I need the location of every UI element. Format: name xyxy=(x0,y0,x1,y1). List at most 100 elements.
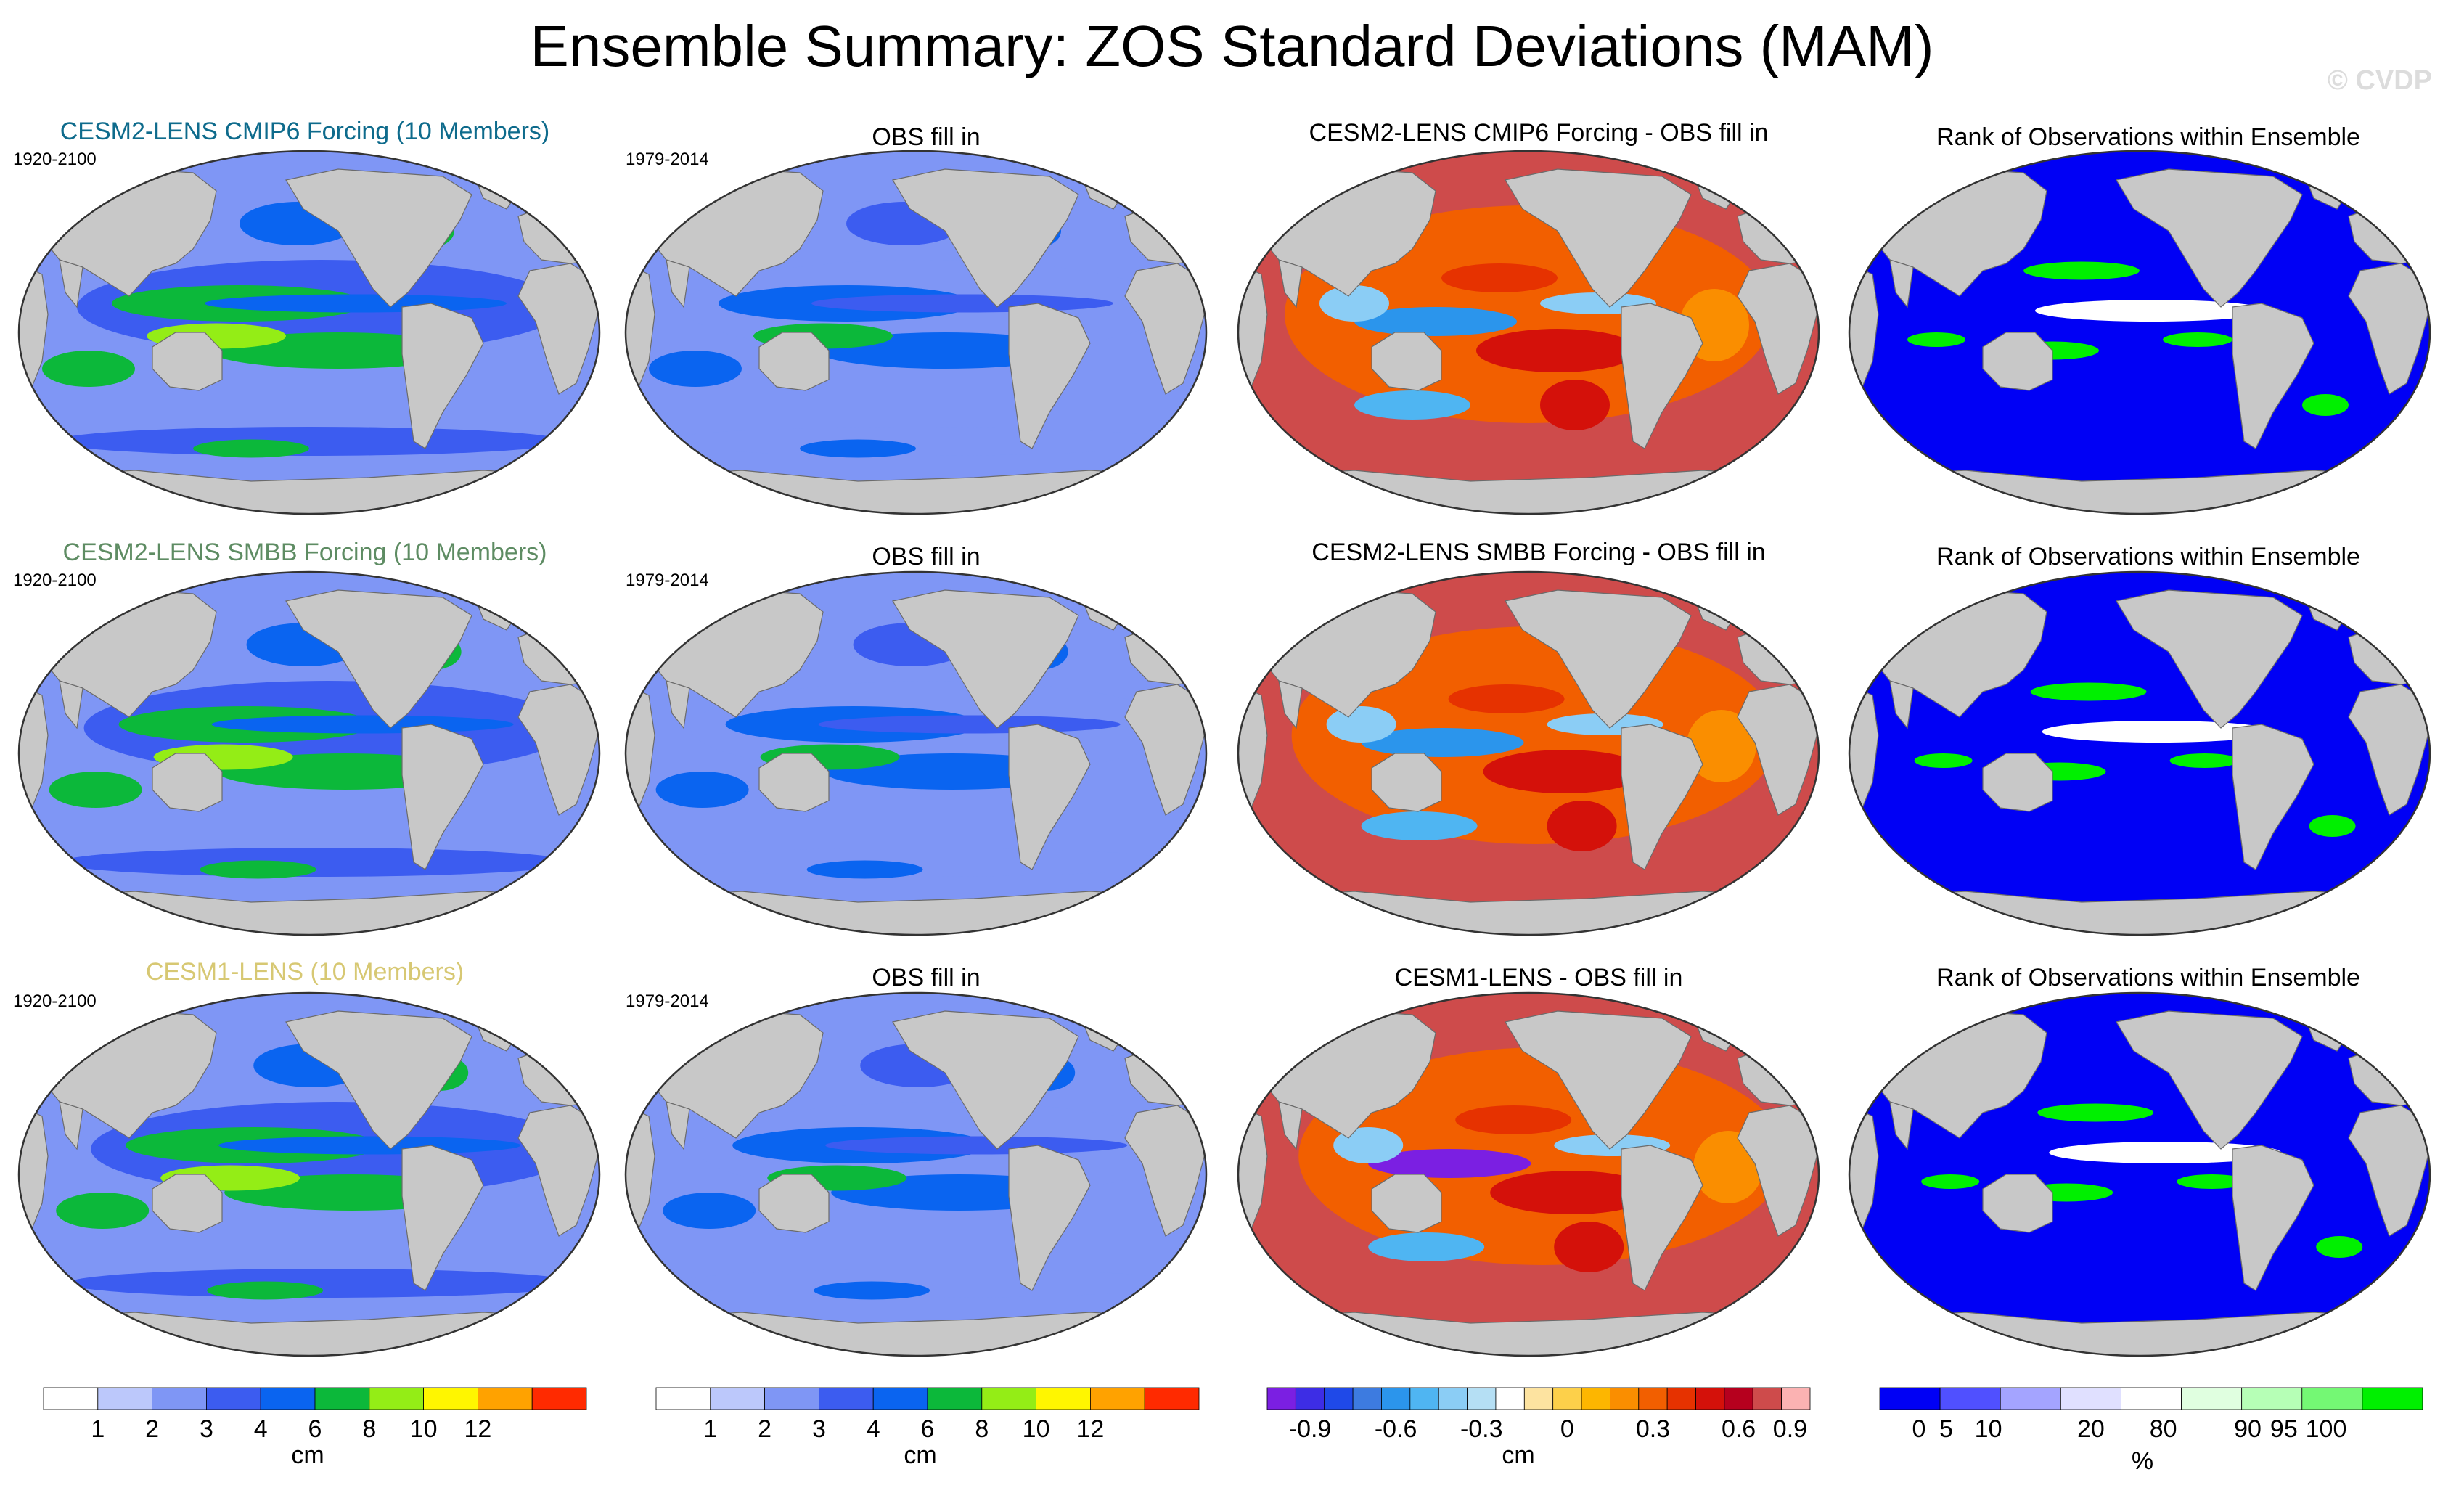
model-years: 1920-2100 xyxy=(13,991,97,1011)
landmass-australia xyxy=(152,753,223,812)
map-border xyxy=(624,991,1208,1357)
colorbar-tick-label: -0.3 xyxy=(1460,1415,1503,1443)
landmass-india xyxy=(666,259,690,308)
map-border xyxy=(624,570,1208,936)
colorbar-swatch xyxy=(531,1387,587,1410)
colorbar-tick-label: 20 xyxy=(2077,1415,2105,1443)
landmass-north-america xyxy=(285,589,472,729)
obs-title: OBS fill in xyxy=(872,964,981,991)
landmass-india xyxy=(1889,680,1914,729)
landmass-australia xyxy=(758,753,830,812)
colorbar-tick-label: 12 xyxy=(1076,1415,1104,1443)
landmass-south-america xyxy=(401,724,484,870)
colorbar-tick-label: 95 xyxy=(2270,1415,2298,1443)
colorbar-swatch xyxy=(1724,1387,1753,1410)
colorbar-swatch xyxy=(2301,1387,2363,1410)
colorbar-swatch xyxy=(1295,1387,1325,1410)
rank-field-patch xyxy=(2302,394,2349,416)
rank-field-patch xyxy=(2177,1174,2247,1189)
colorbar-swatch xyxy=(1324,1387,1354,1410)
obs-field-patch xyxy=(800,439,916,458)
obs-field-patch xyxy=(655,772,749,808)
diff-field-patch xyxy=(1333,1127,1404,1163)
model-title: CESM1-LENS (10 Members) xyxy=(145,958,464,986)
colorbar-swatch xyxy=(1090,1387,1145,1410)
model-field-patch xyxy=(200,860,316,879)
colorbar-swatch xyxy=(205,1387,261,1410)
colorbar-tick-label: 5 xyxy=(1939,1415,1953,1443)
cvdp-watermark: © CVDP xyxy=(2327,65,2432,96)
diff-field-patch xyxy=(1326,706,1396,742)
diff-field-patch xyxy=(1368,1149,1531,1178)
diff-field-patch xyxy=(1354,307,1517,336)
colorbar-tick-label: 2 xyxy=(145,1415,159,1443)
colorbar-tick-label: 0.3 xyxy=(1636,1415,1670,1443)
landmass-south-america xyxy=(2232,303,2314,449)
landmass-australia xyxy=(1982,753,2053,812)
map-border xyxy=(1848,150,2431,515)
colorbar-swatch xyxy=(1438,1387,1468,1410)
colorbar-unit-label: % xyxy=(2132,1447,2153,1475)
colorbar-tick-label: 90 xyxy=(2234,1415,2262,1443)
model-field-patch xyxy=(54,427,565,456)
colorbar-tick-label: 12 xyxy=(464,1415,491,1443)
colorbar-swatch xyxy=(43,1387,99,1410)
colorbar-swatch xyxy=(1352,1387,1382,1410)
colorbar-swatch xyxy=(97,1387,153,1410)
diff-field-patch xyxy=(1448,684,1565,713)
landmass-australia xyxy=(1982,1174,2053,1233)
colorbar-tick-label: 0.9 xyxy=(1773,1415,1807,1443)
colorbar-tick-label: 0 xyxy=(1912,1415,1926,1443)
landmass-north-america xyxy=(892,589,1079,729)
colorbar-swatch xyxy=(1638,1387,1668,1410)
colorbar-tick-label: 8 xyxy=(362,1415,376,1443)
colorbar-swatch xyxy=(1266,1387,1296,1410)
colorbar-swatch xyxy=(478,1387,533,1410)
colorbar-swatch xyxy=(1381,1387,1411,1410)
colorbar-tick-label: 10 xyxy=(1023,1415,1050,1443)
rank-title: Rank of Observations within Ensemble xyxy=(1936,123,2360,151)
landmass-south-america xyxy=(1621,1145,1703,1291)
diff-field-patch xyxy=(1476,329,1639,372)
colorbar-swatch xyxy=(152,1387,207,1410)
colorbar-tick-label: 0 xyxy=(1560,1415,1574,1443)
colorbar-swatch xyxy=(1879,1387,1941,1410)
model-title: CESM2-LENS SMBB Forcing (10 Members) xyxy=(62,539,547,566)
colorbar-tick-label: 4 xyxy=(867,1415,880,1443)
colorbar-swatch xyxy=(2060,1387,2121,1410)
obs-field-patch xyxy=(660,427,1171,456)
colorbar-swatch xyxy=(1939,1387,2001,1410)
colorbar-swatch xyxy=(1695,1387,1725,1410)
obs-field-patch xyxy=(806,860,923,879)
diff-field-patch xyxy=(1455,1105,1572,1134)
colorbar-rank: 0 5 10 20 80 90 95 100% xyxy=(1879,1387,2423,1475)
landmass-africa xyxy=(626,684,655,820)
colorbar-tick-label: 10 xyxy=(1975,1415,2002,1443)
landmass-africa xyxy=(1849,1105,1879,1241)
rank-field-patch xyxy=(1907,332,1965,347)
colorbar-swatch xyxy=(1781,1387,1811,1410)
colorbar-swatch xyxy=(423,1387,478,1410)
landmass-india xyxy=(1278,259,1303,308)
landmass-south-america xyxy=(401,1145,484,1291)
model-field-patch xyxy=(49,772,142,808)
obs-years: 1979-2014 xyxy=(626,150,709,169)
rank-field-patch xyxy=(2035,300,2267,322)
colorbar-tick-label: 6 xyxy=(308,1415,322,1443)
rank-field-patch xyxy=(2030,682,2147,701)
landmass-india xyxy=(1889,1101,1914,1150)
landmass-south-america xyxy=(1621,724,1703,870)
colorbar-tick-label: 6 xyxy=(921,1415,935,1443)
colorbar-tick-label: -0.9 xyxy=(1289,1415,1332,1443)
obs-years: 1979-2014 xyxy=(626,991,709,1011)
diff-field-patch xyxy=(1554,1222,1624,1272)
landmass-africa xyxy=(19,263,49,399)
diff-field-patch xyxy=(1361,728,1524,757)
map-border xyxy=(624,150,1208,515)
obs-field-patch xyxy=(814,1281,930,1300)
landmass-india xyxy=(1889,259,1914,308)
